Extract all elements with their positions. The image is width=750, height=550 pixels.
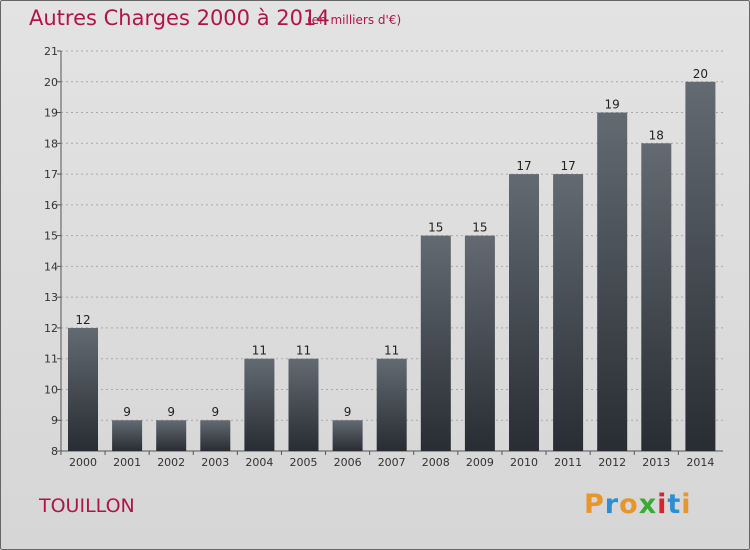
y-tick-label: 8 <box>51 445 58 458</box>
bar <box>244 358 275 451</box>
bar <box>420 235 451 451</box>
x-tick-label: 2012 <box>598 456 626 469</box>
data-label: 15 <box>428 221 443 235</box>
data-label: 19 <box>605 98 620 112</box>
logo-letter: P <box>584 489 605 520</box>
data-label: 17 <box>560 159 575 173</box>
bars <box>68 81 716 452</box>
chart-title: Autres Charges 2000 à 2014 <box>29 6 330 30</box>
bar <box>68 327 98 451</box>
data-label: 17 <box>516 159 531 173</box>
bar <box>553 174 584 452</box>
bar <box>332 420 363 451</box>
logo-letter: r <box>604 489 620 520</box>
x-tick-labels: 2000 2001 2002 2003 2004 2005 2006 2007 2008 2009… <box>69 456 714 469</box>
y-tick-label: 16 <box>44 199 58 212</box>
bar <box>597 112 628 452</box>
y-tick-label: 21 <box>44 45 58 58</box>
x-tick-label: 2007 <box>378 456 406 469</box>
y-tick-label: 15 <box>44 230 58 243</box>
x-tick-label: 2011 <box>554 456 582 469</box>
x-tick-label: 2001 <box>113 456 141 469</box>
bar <box>509 174 539 452</box>
x-tick-label: 2002 <box>157 456 185 469</box>
bar <box>685 81 716 452</box>
y-tick-label: 17 <box>44 168 58 181</box>
data-label: 20 <box>693 67 708 81</box>
logo-letter: o <box>619 489 639 520</box>
y-tick-label: 11 <box>44 353 58 366</box>
y-tick-label: 19 <box>44 107 58 120</box>
x-tick-label: 2000 <box>69 456 97 469</box>
data-label: 11 <box>252 344 267 358</box>
logo-letter: x <box>638 489 658 520</box>
bar <box>200 420 231 451</box>
bar <box>288 358 319 451</box>
x-tick-label: 2005 <box>290 456 318 469</box>
data-label: 12 <box>75 313 90 327</box>
data-label: 11 <box>384 344 399 358</box>
data-label: 11 <box>296 344 311 358</box>
logo-letter: i <box>657 489 668 520</box>
logo-letter: i <box>681 489 692 520</box>
x-tick-label: 2014 <box>686 456 714 469</box>
y-tick-labels: 8 9 10 11 12 13 14 15 16 17 18 19 20 21 <box>44 45 58 458</box>
commune-name: TOUILLON <box>39 495 135 517</box>
x-tick-label: 2013 <box>642 456 670 469</box>
y-tick-label: 13 <box>44 291 58 304</box>
y-tick-label: 10 <box>44 383 58 396</box>
bar <box>641 143 672 452</box>
data-label: 9 <box>344 405 352 419</box>
bar <box>376 358 407 451</box>
data-label: 18 <box>649 128 664 142</box>
x-tick-label: 2009 <box>466 456 494 469</box>
y-tick-label: 18 <box>44 137 58 150</box>
data-label: 15 <box>472 221 487 235</box>
x-tick-label: 2008 <box>422 456 450 469</box>
x-tick-label: 2004 <box>245 456 273 469</box>
chart-subtitle: (en milliers d'€) <box>307 13 402 27</box>
proxiti-logo: Proxiti <box>584 489 692 520</box>
data-labels: 12 9 9 9 11 11 9 11 15 15 17 17 19 18 20 <box>75 67 708 419</box>
bar <box>112 420 143 451</box>
y-tick-label: 20 <box>44 76 58 89</box>
y-tick-label: 12 <box>44 322 58 335</box>
data-label: 9 <box>167 405 175 419</box>
logo-letter: t <box>667 489 682 520</box>
x-tick-label: 2010 <box>510 456 538 469</box>
x-tick-label: 2003 <box>201 456 229 469</box>
y-tick-label: 14 <box>44 260 58 273</box>
bar <box>464 235 495 451</box>
data-label: 9 <box>123 405 131 419</box>
bar <box>156 420 187 451</box>
x-tick-label: 2006 <box>334 456 362 469</box>
data-label: 9 <box>211 405 219 419</box>
y-tick-label: 9 <box>51 414 58 427</box>
